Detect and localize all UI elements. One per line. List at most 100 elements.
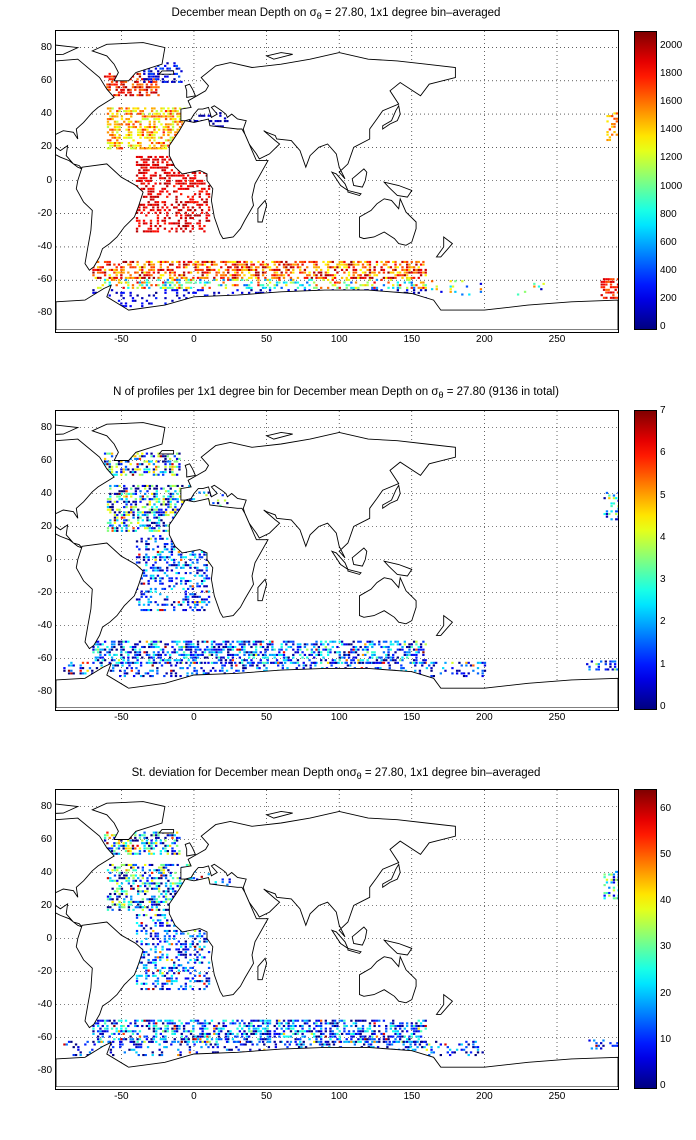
- data-bin: [352, 268, 355, 271]
- data-bin: [144, 128, 147, 131]
- data-bin: [141, 110, 145, 113]
- data-bin: [401, 268, 404, 271]
- data-bin: [149, 193, 153, 196]
- data-bin: [132, 863, 135, 867]
- data-bin: [396, 640, 400, 643]
- data-bin: [193, 958, 197, 962]
- data-bin: [116, 120, 119, 123]
- data-bin: [129, 850, 132, 853]
- data-bin: [161, 219, 164, 222]
- data-bin: [120, 1024, 123, 1028]
- data-bin: [168, 158, 171, 161]
- data-bin: [203, 294, 207, 297]
- data-bin: [159, 969, 162, 972]
- data-bin: [297, 664, 301, 667]
- data-bin: [185, 278, 188, 281]
- data-bin: [147, 601, 150, 604]
- data-bin: [173, 839, 176, 842]
- data-bin: [159, 550, 162, 554]
- data-bin: [419, 286, 423, 289]
- data-bin: [189, 980, 192, 983]
- data-bin: [428, 664, 431, 667]
- data-bin: [162, 471, 165, 474]
- data-bin: [613, 663, 617, 666]
- data-bin: [164, 457, 167, 460]
- data-bin: [118, 495, 121, 498]
- data-bin: [122, 648, 125, 651]
- map-svg: [56, 31, 618, 330]
- data-bin: [405, 276, 409, 279]
- data-bin: [415, 651, 418, 654]
- data-bin: [178, 852, 181, 855]
- data-bin: [320, 661, 323, 664]
- data-bin: [196, 643, 200, 646]
- data-bin: [217, 284, 221, 287]
- data-bin: [157, 653, 160, 656]
- data-bin: [257, 271, 260, 274]
- coastline: [265, 52, 293, 60]
- data-bin: [387, 661, 390, 664]
- data-bin: [134, 271, 137, 274]
- data-bin: [148, 120, 151, 123]
- data-bin: [160, 503, 163, 506]
- data-bin: [424, 274, 427, 277]
- data-bin: [415, 661, 418, 664]
- data-bin: [131, 297, 135, 300]
- data-bin: [199, 281, 202, 284]
- data-bin: [141, 133, 145, 137]
- data-bin: [135, 217, 139, 220]
- data-bin: [120, 903, 124, 906]
- data-bin: [617, 505, 618, 508]
- data-bin: [163, 166, 167, 169]
- data-bin: [415, 659, 418, 662]
- data-bin: [138, 171, 141, 174]
- data-bin: [150, 268, 153, 271]
- data-bin: [254, 276, 258, 279]
- data-bin: [127, 128, 131, 131]
- data-bin: [153, 492, 156, 495]
- data-bin: [96, 1019, 100, 1022]
- data-bin: [110, 268, 114, 271]
- data-bin: [118, 147, 121, 150]
- data-bin: [203, 201, 206, 204]
- data-bin: [157, 527, 161, 530]
- data-bin: [283, 661, 287, 664]
- data-bin: [278, 263, 281, 266]
- data-bin: [154, 985, 157, 988]
- data-bin: [303, 653, 307, 656]
- data-bin: [605, 288, 608, 291]
- data-bin: [159, 537, 162, 540]
- data-bin: [208, 653, 211, 656]
- data-bin: [282, 651, 286, 654]
- data-bin: [113, 866, 117, 869]
- data-bin: [421, 664, 424, 667]
- data-bin: [333, 661, 337, 664]
- data-bin: [129, 852, 132, 855]
- data-bin: [103, 274, 107, 277]
- data-bin: [210, 640, 214, 643]
- data-bin: [140, 929, 143, 933]
- data-bin: [131, 94, 135, 97]
- data-bin: [122, 847, 125, 850]
- data-bin: [161, 974, 164, 977]
- data-bin: [145, 553, 148, 556]
- data-bin: [196, 648, 200, 651]
- data-bin: [243, 643, 246, 646]
- data-bin: [224, 659, 228, 662]
- data-bin: [129, 305, 132, 308]
- data-bin: [193, 553, 197, 556]
- data-bin: [180, 985, 183, 988]
- data-bin: [108, 263, 111, 266]
- data-bin: [118, 133, 121, 137]
- data-bin: [63, 667, 66, 670]
- data-bin: [156, 550, 160, 554]
- data-bin: [161, 177, 164, 180]
- data-bin: [364, 645, 367, 649]
- data-bin: [161, 155, 164, 159]
- data-bin: [182, 203, 185, 206]
- data-bin: [163, 227, 167, 230]
- data-bin: [171, 281, 174, 284]
- data-bin: [171, 511, 175, 514]
- data-bin: [168, 274, 172, 277]
- data-bin: [166, 179, 169, 182]
